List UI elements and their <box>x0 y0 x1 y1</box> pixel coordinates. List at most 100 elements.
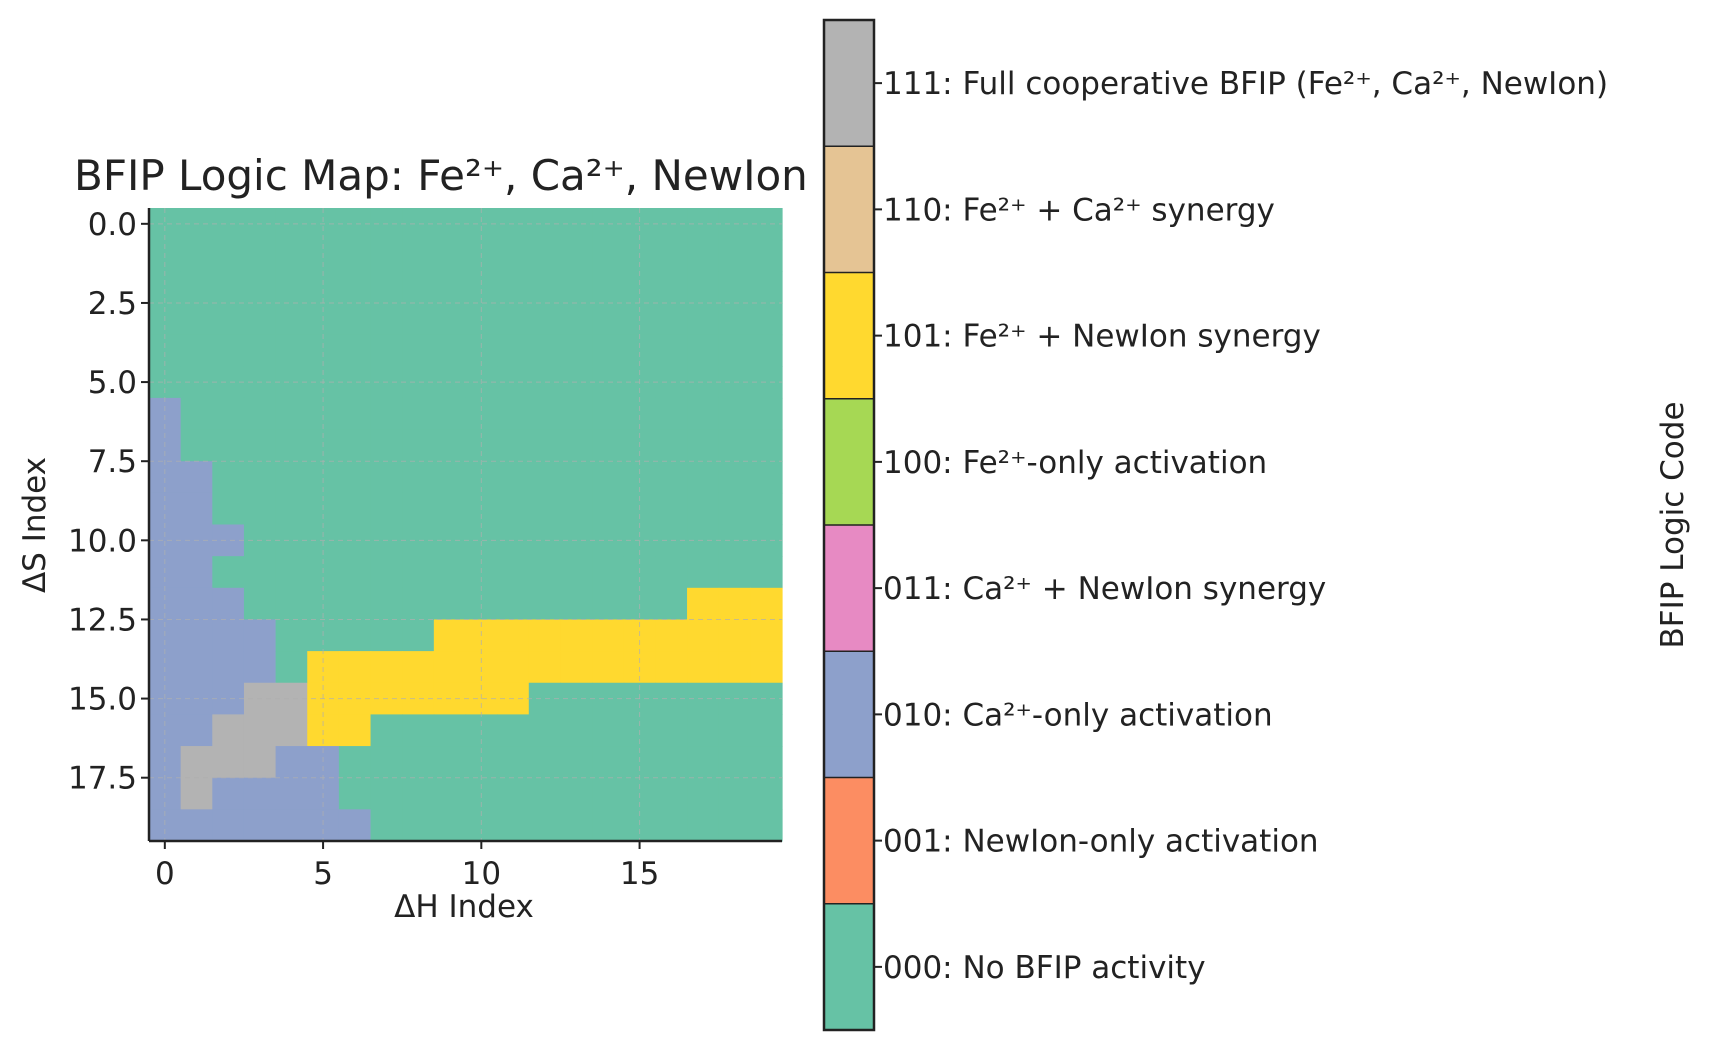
heatmap-cell <box>243 746 277 779</box>
heatmap-cell <box>370 651 403 684</box>
heatmap-cell <box>497 239 530 272</box>
heatmap-cell <box>687 587 720 621</box>
heatmap-cell <box>212 777 245 810</box>
heatmap-cell <box>497 461 530 494</box>
colorbar-tick-label: 000: No BFIP activity <box>883 950 1206 986</box>
heatmap-cell <box>370 777 403 810</box>
heatmap-cell <box>528 271 562 304</box>
heatmap-cell <box>180 334 213 367</box>
heatmap-cell <box>433 461 467 494</box>
heatmap-cell <box>718 271 751 304</box>
heatmap-cell <box>370 809 403 842</box>
heatmap-cell <box>402 239 435 272</box>
colorbar-tick-label: 001: NewIon-only activation <box>883 824 1319 860</box>
heatmap-cell <box>560 271 593 304</box>
heatmap-cell <box>402 587 435 621</box>
heatmap-cell <box>560 777 593 810</box>
heatmap-cell <box>243 587 277 621</box>
colorbar-tick-label: 010: Ca²⁺-only activation <box>883 697 1273 733</box>
heatmap-cell <box>655 429 688 462</box>
y-tick-label: 2.5 <box>88 286 137 322</box>
heatmap-cell <box>560 746 593 779</box>
colorbar-segment <box>824 272 874 400</box>
heatmap-cell <box>338 429 372 462</box>
heatmap-cell <box>275 334 308 367</box>
heatmap-cell <box>402 619 435 652</box>
heatmap-cell <box>560 651 593 684</box>
heatmap-cell <box>687 429 720 462</box>
heatmap-cell <box>497 556 530 589</box>
y-tick-label: 17.5 <box>68 761 137 797</box>
y-tick-label: 7.5 <box>88 444 137 480</box>
heatmap-cell <box>275 461 308 494</box>
heatmap-cell <box>592 556 625 589</box>
heatmap-cell <box>433 746 467 779</box>
heatmap-cell <box>180 429 213 462</box>
heatmap-cell <box>243 809 277 842</box>
heatmap-cell <box>243 302 277 336</box>
heatmap-cell <box>750 651 783 684</box>
heatmap-cell <box>338 651 372 684</box>
colorbar-tick-label: 111: Full cooperative BFIP (Fe²⁺, Ca²⁺, … <box>883 66 1608 102</box>
heatmap-cell <box>433 556 467 589</box>
heatmap-cell <box>212 334 245 367</box>
heatmap-cell <box>212 492 245 526</box>
colorbar: 000: No BFIP activity 001: NewIon-only ac… <box>822 18 1608 1032</box>
heatmap-cell <box>750 809 783 842</box>
heatmap-cell <box>750 587 783 621</box>
colorbar-frame <box>822 18 876 1032</box>
heatmap-cell <box>370 429 403 462</box>
y-tick-label: 10.0 <box>68 523 137 559</box>
colorbar-segment <box>824 777 874 905</box>
heatmap-cell <box>212 651 245 684</box>
heatmap-cell <box>497 429 530 462</box>
heatmap-cell <box>718 429 751 462</box>
heatmap-cell <box>275 809 308 842</box>
heatmap-cell <box>592 777 625 810</box>
colorbar-segment <box>824 20 874 147</box>
heatmap-cell <box>497 651 530 684</box>
colorbar-segment <box>824 146 874 274</box>
heatmap-cell <box>433 492 467 526</box>
heatmap-cell <box>243 271 277 304</box>
heatmap-cell <box>275 746 308 779</box>
heatmap-cell <box>655 334 688 367</box>
heatmap-cell <box>560 334 593 367</box>
heatmap-cell <box>243 651 277 684</box>
heatmap-cell <box>655 271 688 304</box>
heatmap-cell <box>592 492 625 526</box>
heatmap-cell <box>275 429 308 462</box>
colorbar-segment <box>824 398 874 526</box>
heatmap-cell <box>180 239 213 272</box>
heatmap-cell <box>592 809 625 842</box>
heatmap-cell <box>655 619 688 652</box>
heatmap-cell <box>370 334 403 367</box>
heatmap-cell <box>750 746 783 779</box>
heatmap-cell <box>718 777 751 810</box>
heatmap-cell <box>528 587 562 621</box>
heatmap-cell <box>243 556 277 589</box>
heatmap-cell <box>370 302 403 336</box>
heatmap-cell <box>180 556 213 589</box>
heatmap-cell <box>750 429 783 462</box>
heatmap-cell <box>402 429 435 462</box>
heatmap-cell <box>402 492 435 526</box>
heatmap-cell <box>370 714 403 747</box>
heatmap-cell <box>338 397 372 431</box>
heatmap-cell <box>528 429 562 462</box>
heatmap-cell <box>212 429 245 462</box>
heatmap-cell <box>243 429 277 462</box>
heatmap-cell <box>592 587 625 621</box>
heatmap-cell <box>528 461 562 494</box>
heatmap-cell <box>528 619 562 652</box>
heatmap-cell <box>243 714 277 747</box>
heatmap-cell <box>718 239 751 272</box>
heatmap-cell <box>655 461 688 494</box>
heatmap-cell <box>718 556 751 589</box>
heatmap-cell <box>528 651 562 684</box>
heatmap-cell <box>338 492 372 526</box>
heatmap-cell <box>338 619 372 652</box>
heatmap-cell <box>655 587 688 621</box>
heatmap-cell <box>528 334 562 367</box>
heatmap-cell <box>370 271 403 304</box>
